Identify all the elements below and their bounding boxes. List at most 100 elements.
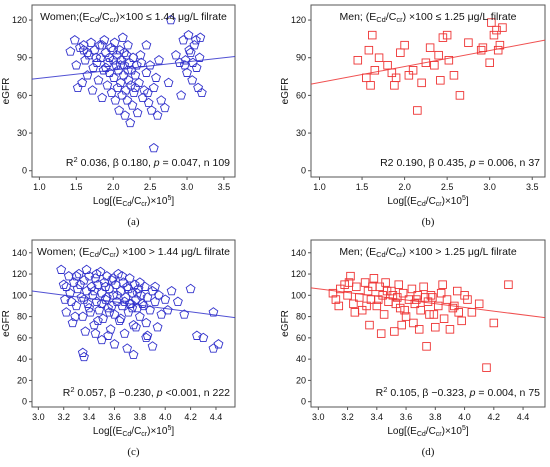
data-point [355, 293, 364, 302]
data-point [382, 286, 392, 296]
panel-title: Men; (ECd/Ccr) ×100 ≤ 1.25 μg/L filrate [340, 11, 517, 24]
data-point [108, 55, 119, 65]
data-point [77, 77, 88, 88]
data-point [93, 75, 104, 85]
data-point [120, 110, 130, 120]
data-point [176, 90, 187, 100]
data-point [478, 43, 488, 52]
y-tick-label: 60 [296, 90, 306, 100]
data-point [132, 107, 143, 118]
y-tick-label: 120 [291, 15, 306, 25]
data-point [193, 82, 204, 93]
data-point [375, 282, 384, 292]
data-point [112, 290, 122, 300]
data-point [119, 47, 130, 57]
data-point [123, 307, 134, 317]
data-point [119, 328, 130, 338]
y-tick-label: 100 [291, 290, 306, 300]
data-point [80, 326, 91, 336]
data-point [100, 62, 111, 72]
data-point [99, 35, 110, 45]
data-point [71, 300, 82, 311]
data-point [154, 55, 164, 65]
data-point [77, 347, 88, 357]
x-tick-label: 1.0 [33, 182, 46, 192]
y-tick-label: 0 [22, 166, 27, 176]
data-point [145, 305, 155, 315]
y-tick-label: 120 [12, 15, 27, 25]
data-point [117, 90, 127, 100]
x-tick-label: 3.4 [371, 412, 384, 422]
data-point [77, 311, 88, 321]
x-tick-label: 3.5 [526, 182, 539, 192]
data-point [453, 286, 462, 296]
data-point [66, 296, 77, 306]
data-point [150, 281, 160, 291]
y-tick-label: 140 [291, 248, 306, 258]
x-tick-label: 3.0 [181, 182, 194, 192]
data-point [400, 305, 409, 315]
x-tick-label: 4.2 [184, 412, 197, 422]
data-point [93, 315, 103, 326]
data-point [350, 308, 360, 317]
x-tick-label: 3.4 [83, 412, 96, 422]
data-point [109, 37, 120, 47]
data-point [331, 295, 341, 304]
data-point [391, 299, 401, 309]
data-point [383, 61, 392, 70]
x-tick-label: 1.0 [313, 182, 326, 192]
data-point [493, 45, 503, 55]
x-tick-label: 4.4 [210, 412, 223, 422]
data-point [102, 80, 113, 90]
data-point [172, 296, 183, 306]
x-tick-label: 3.6 [400, 412, 413, 422]
data-point [476, 45, 486, 55]
data-point [65, 288, 75, 298]
data-point [142, 292, 153, 302]
data-point [135, 50, 146, 60]
data-point [132, 288, 143, 298]
x-tick-label: 2.0 [398, 182, 411, 192]
data-point [426, 291, 436, 300]
y-tick-label: 120 [12, 269, 27, 279]
data-point [436, 76, 445, 85]
data-point [138, 300, 149, 311]
data-point [165, 14, 176, 25]
data-point [152, 322, 163, 332]
data-point [131, 322, 141, 332]
data-point [336, 284, 345, 294]
y-tick-label: 80 [296, 312, 306, 322]
data-point [134, 77, 144, 88]
y-tick-label: 20 [17, 375, 27, 385]
data-point [94, 305, 105, 315]
data-point [365, 320, 374, 330]
data-point [132, 302, 143, 313]
data-point [374, 295, 383, 304]
data-point [103, 330, 114, 340]
data-point [404, 71, 414, 80]
data-point [444, 55, 454, 65]
data-point [364, 45, 374, 55]
data-point [430, 61, 439, 70]
data-point [141, 67, 152, 77]
data-point [482, 363, 491, 372]
data-point [86, 37, 96, 47]
y-tick-label: 90 [17, 53, 27, 63]
x-tick-label: 3.2 [341, 412, 354, 422]
data-point [182, 67, 192, 77]
data-point [81, 264, 92, 274]
x-tick-label: 1.5 [70, 182, 83, 192]
data-point [71, 271, 82, 281]
data-point [340, 280, 349, 289]
plot-frame [310, 239, 546, 408]
data-point [87, 85, 98, 95]
data-point [346, 271, 355, 281]
data-point [396, 48, 405, 57]
data-point [379, 310, 389, 319]
data-point [174, 57, 185, 67]
data-point [119, 60, 130, 70]
data-point [89, 285, 100, 296]
data-point [463, 295, 472, 304]
data-point [68, 277, 79, 287]
